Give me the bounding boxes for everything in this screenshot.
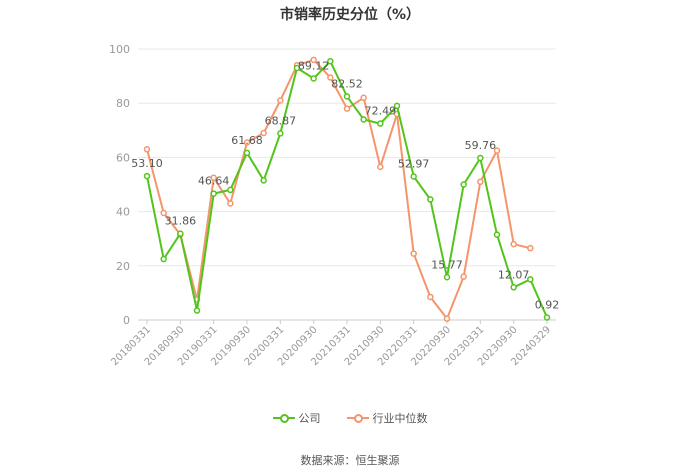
legend-industry-marker-icon bbox=[346, 413, 369, 423]
data-point bbox=[493, 231, 501, 238]
data-point bbox=[427, 293, 434, 301]
data-label: 12.07 bbox=[498, 268, 530, 281]
data-point bbox=[310, 56, 317, 64]
data-point bbox=[410, 250, 417, 257]
y-tick-label: 60 bbox=[116, 151, 130, 164]
data-label: 46.64 bbox=[198, 175, 230, 188]
data-point bbox=[493, 147, 501, 154]
data-point bbox=[193, 307, 201, 314]
data-label: 59.76 bbox=[465, 139, 497, 152]
data-point bbox=[343, 105, 351, 112]
data-point bbox=[260, 177, 267, 184]
data-point bbox=[543, 314, 551, 321]
data-point bbox=[377, 163, 384, 171]
data-point bbox=[243, 139, 251, 146]
data-label: 0.92 bbox=[535, 299, 560, 312]
series-line bbox=[146, 59, 548, 318]
line-chart: 0204060801002018033120180930201903312019… bbox=[109, 43, 560, 368]
data-point bbox=[460, 273, 467, 280]
data-point bbox=[410, 173, 417, 180]
series-line bbox=[146, 58, 531, 321]
data-label: 31.86 bbox=[165, 215, 197, 228]
data-point bbox=[243, 149, 251, 157]
data-point bbox=[327, 57, 334, 65]
data-point bbox=[527, 244, 534, 252]
data-point bbox=[360, 116, 367, 123]
data-point bbox=[143, 146, 151, 153]
data-point bbox=[427, 196, 434, 203]
legend-company-label: 公司 bbox=[298, 412, 321, 425]
legend: 公司 行业中位数 bbox=[0, 410, 700, 426]
data-point bbox=[277, 130, 284, 137]
data-point bbox=[160, 209, 167, 217]
data-point bbox=[310, 75, 317, 82]
data-point bbox=[393, 102, 401, 110]
y-tick-label: 20 bbox=[116, 260, 130, 273]
data-point bbox=[160, 255, 167, 263]
data-point bbox=[443, 274, 451, 281]
data-source: 数据来源：恒生聚源 bbox=[300, 454, 400, 467]
data-point bbox=[210, 174, 217, 181]
data-point bbox=[293, 64, 301, 72]
data-point bbox=[477, 178, 484, 186]
y-tick-label: 100 bbox=[109, 43, 130, 56]
data-point bbox=[510, 240, 517, 248]
data-point bbox=[143, 172, 151, 180]
data-point bbox=[277, 97, 284, 104]
y-tick-label: 80 bbox=[116, 97, 130, 110]
data-label: 52.97 bbox=[398, 157, 430, 170]
data-point bbox=[360, 94, 367, 102]
data-label: 15.77 bbox=[431, 258, 463, 271]
data-point bbox=[343, 93, 351, 100]
data-label: 72.49 bbox=[365, 105, 397, 118]
data-label: 68.87 bbox=[265, 114, 297, 127]
data-point bbox=[377, 120, 384, 127]
data-point bbox=[227, 186, 234, 194]
data-point bbox=[477, 154, 484, 162]
data-label: 61.68 bbox=[231, 134, 263, 147]
legend-item-industry-median[interactable]: 行业中位数 bbox=[346, 410, 428, 426]
data-point bbox=[460, 181, 467, 188]
data-point bbox=[510, 284, 517, 291]
legend-item-company[interactable]: 公司 bbox=[272, 410, 321, 426]
data-point bbox=[443, 315, 451, 322]
data-point bbox=[210, 190, 217, 197]
data-point bbox=[527, 276, 534, 283]
data-point bbox=[327, 74, 334, 81]
data-label: 53.10 bbox=[131, 157, 163, 170]
y-tick-label: 0 bbox=[123, 314, 130, 327]
data-label: 89.12 bbox=[298, 59, 330, 72]
data-point bbox=[227, 200, 234, 207]
y-tick-label: 40 bbox=[116, 206, 130, 219]
legend-industry-label: 行业中位数 bbox=[372, 412, 428, 425]
chart-title: 市销率历史分位（%） bbox=[279, 7, 421, 23]
legend-company-marker-icon bbox=[272, 413, 295, 423]
data-point bbox=[177, 230, 184, 237]
data-label: 82.52 bbox=[331, 77, 363, 90]
data-point bbox=[260, 129, 267, 137]
